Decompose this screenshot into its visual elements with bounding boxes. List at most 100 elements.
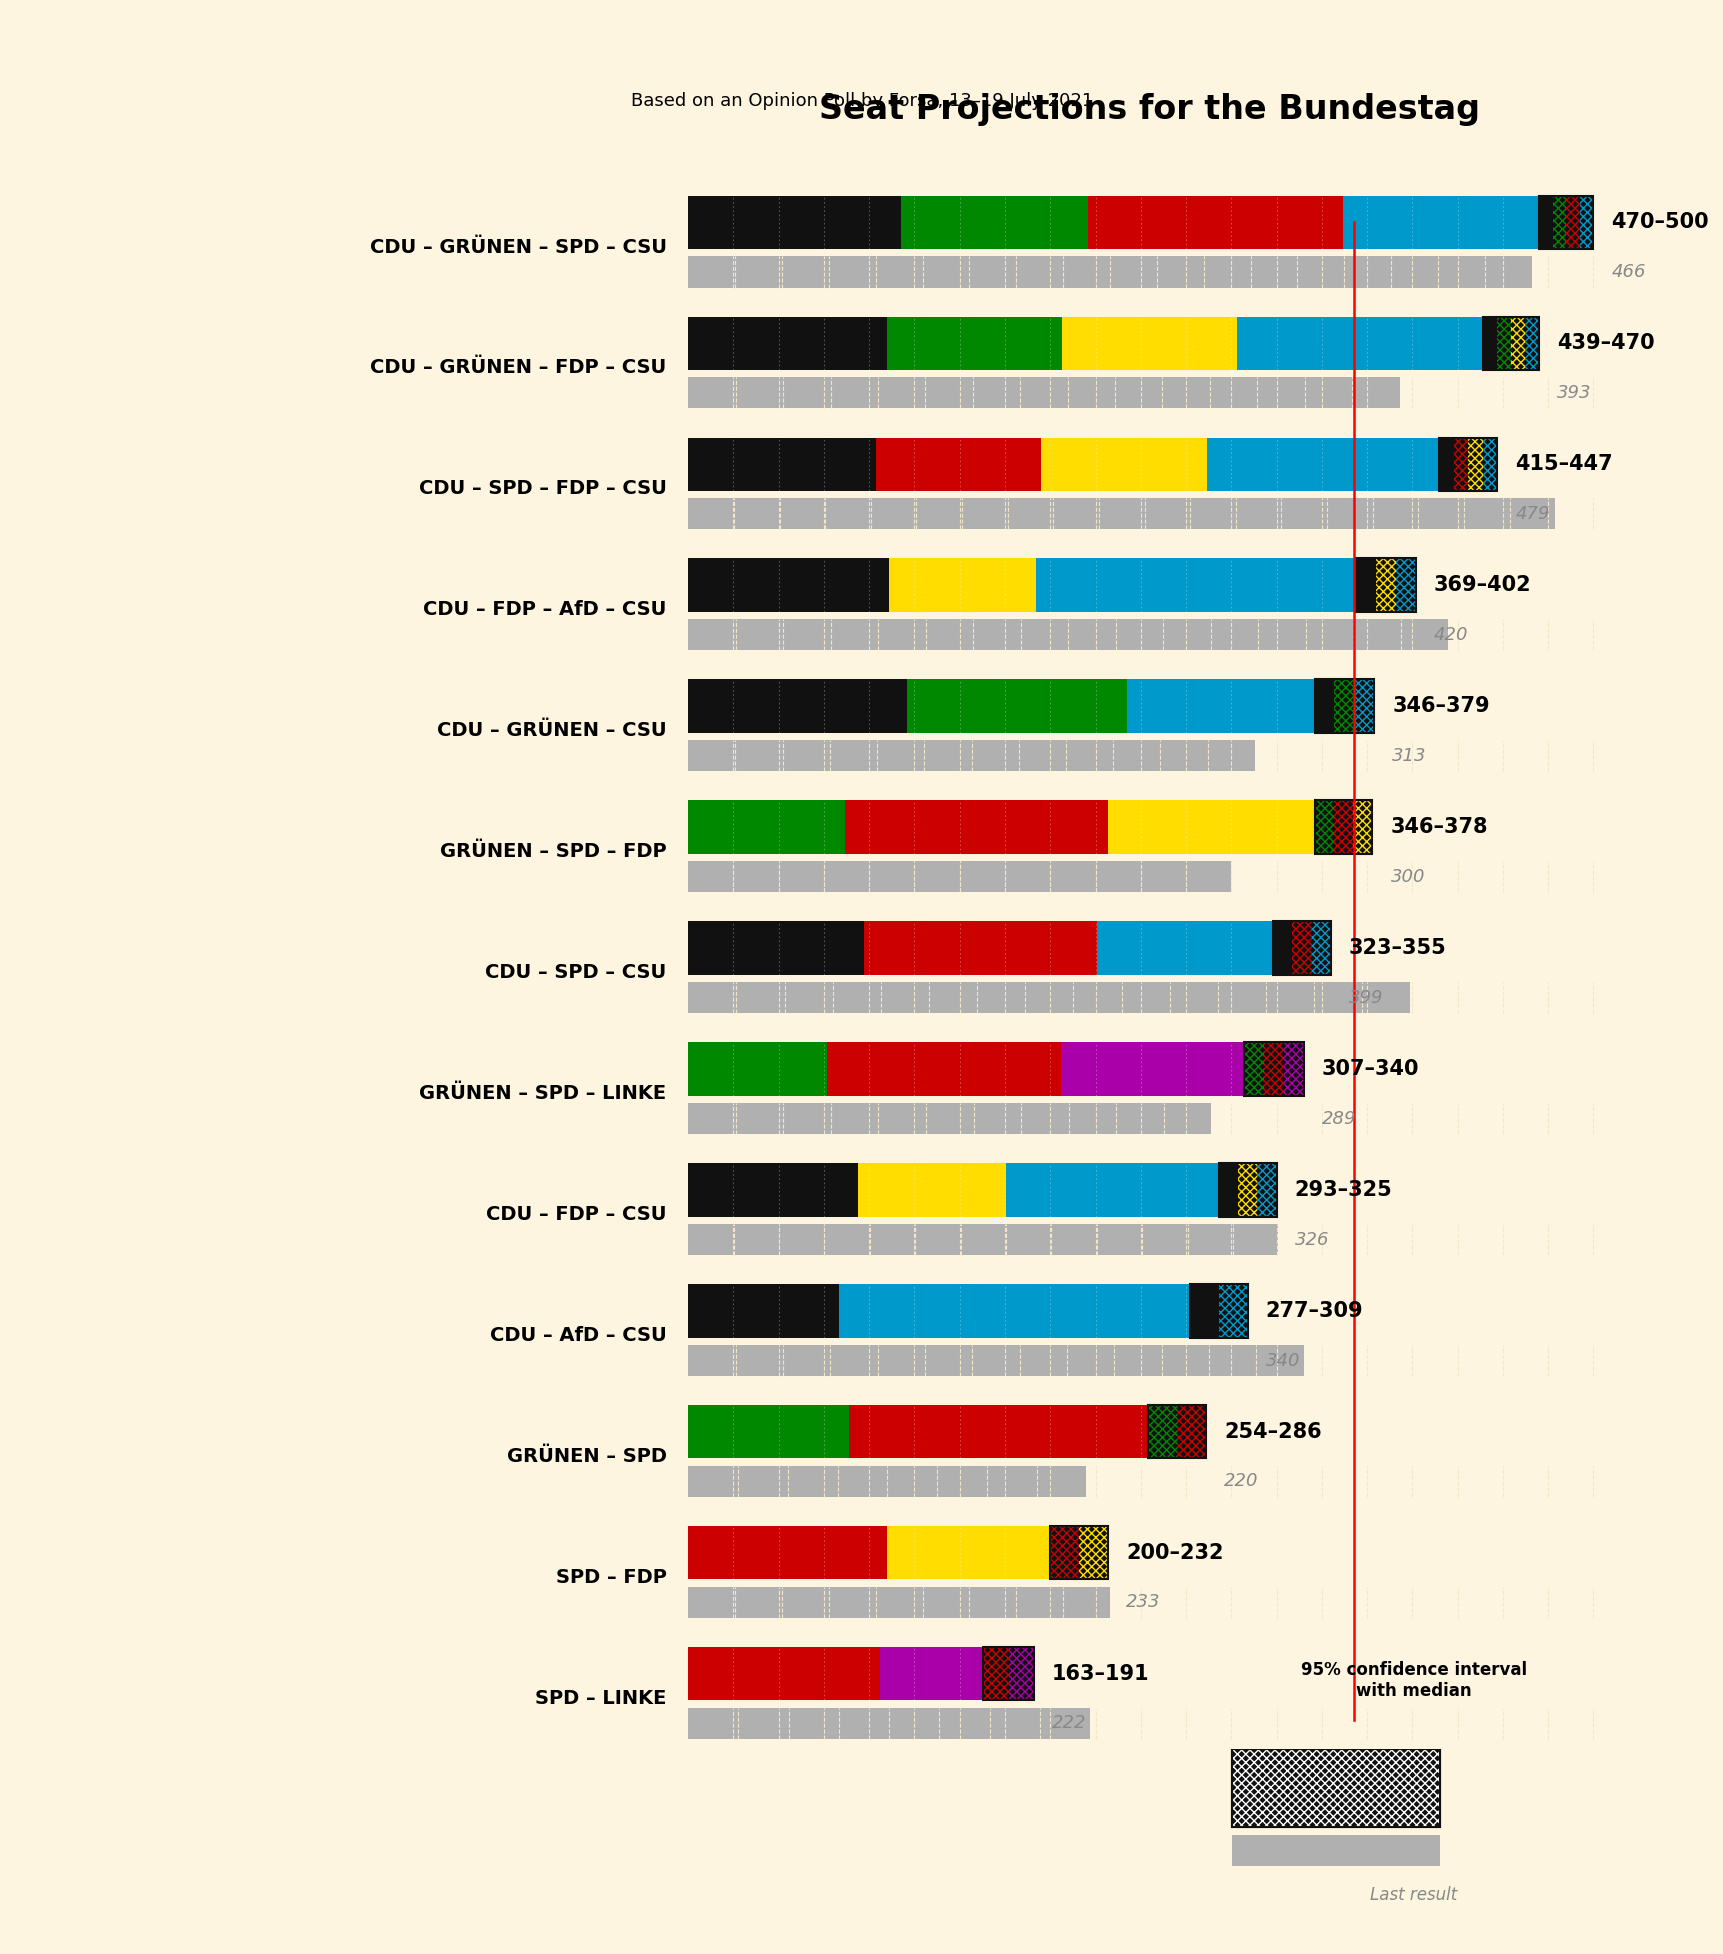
Bar bbox=[1539, 195, 1592, 248]
Bar bbox=[1218, 1284, 1247, 1338]
Bar bbox=[1313, 801, 1372, 854]
Bar bbox=[1036, 559, 1203, 612]
Bar bbox=[1354, 680, 1373, 733]
Bar bbox=[1206, 438, 1439, 490]
Bar bbox=[837, 1284, 1189, 1338]
Text: CDU – FDP – AfD – CSU: CDU – FDP – AfD – CSU bbox=[422, 600, 667, 619]
Bar bbox=[687, 862, 1230, 893]
Text: GRÜNEN – SPD – FDP: GRÜNEN – SPD – FDP bbox=[439, 842, 667, 862]
Bar bbox=[982, 1647, 1034, 1700]
Bar bbox=[1439, 438, 1452, 490]
Bar bbox=[1509, 317, 1525, 369]
Bar bbox=[1006, 1163, 1218, 1217]
Text: 220: 220 bbox=[1223, 1473, 1258, 1491]
Bar bbox=[687, 1587, 1110, 1618]
Bar bbox=[1060, 1041, 1244, 1096]
Bar bbox=[1496, 317, 1509, 369]
Bar bbox=[875, 438, 1041, 490]
Text: CDU – GRÜNEN – FDP – CSU: CDU – GRÜNEN – FDP – CSU bbox=[370, 358, 667, 377]
Text: 313: 313 bbox=[1392, 746, 1427, 764]
Text: SPD – FDP: SPD – FDP bbox=[555, 1569, 667, 1587]
Bar bbox=[687, 1466, 1085, 1497]
Bar bbox=[1334, 680, 1354, 733]
Text: 326: 326 bbox=[1294, 1231, 1328, 1249]
Bar bbox=[687, 619, 1447, 651]
Bar bbox=[1244, 1041, 1303, 1096]
Bar bbox=[1049, 1526, 1108, 1579]
Text: GRÜNEN – SPD: GRÜNEN – SPD bbox=[507, 1448, 667, 1466]
Text: 369–402: 369–402 bbox=[1434, 574, 1530, 596]
Bar bbox=[1235, 317, 1482, 369]
Text: 466: 466 bbox=[1611, 262, 1645, 281]
Bar bbox=[1482, 317, 1496, 369]
Text: CDU – AfD – CSU: CDU – AfD – CSU bbox=[489, 1327, 667, 1344]
Bar bbox=[1313, 801, 1334, 854]
Bar bbox=[886, 317, 1061, 369]
Bar bbox=[982, 1647, 1034, 1700]
Text: 222: 222 bbox=[1051, 1714, 1085, 1733]
Bar bbox=[1177, 1405, 1204, 1458]
Bar bbox=[1189, 1284, 1218, 1338]
Bar bbox=[827, 1041, 1060, 1096]
Bar bbox=[687, 1405, 849, 1458]
Bar bbox=[1230, 1749, 1335, 1827]
Bar bbox=[687, 680, 906, 733]
Text: 254–286: 254–286 bbox=[1223, 1423, 1322, 1442]
Bar bbox=[844, 801, 1108, 854]
Bar bbox=[1244, 1041, 1303, 1096]
Text: 163–191: 163–191 bbox=[1051, 1663, 1149, 1684]
Bar bbox=[1230, 1835, 1439, 1866]
Bar bbox=[1564, 195, 1578, 248]
Text: CDU – GRÜNEN – CSU: CDU – GRÜNEN – CSU bbox=[436, 721, 667, 741]
Bar bbox=[1311, 922, 1330, 975]
Bar bbox=[1256, 1163, 1275, 1217]
Bar bbox=[1468, 438, 1482, 490]
Text: 346–378: 346–378 bbox=[1390, 817, 1487, 836]
Bar bbox=[1313, 680, 1373, 733]
Title: Seat Projections for the Bundestag: Seat Projections for the Bundestag bbox=[818, 94, 1480, 127]
Text: 470–500: 470–500 bbox=[1611, 213, 1707, 233]
Bar bbox=[687, 317, 886, 369]
Bar bbox=[1008, 1647, 1034, 1700]
Text: CDU – SPD – FDP – CSU: CDU – SPD – FDP – CSU bbox=[419, 479, 667, 498]
Bar bbox=[1335, 1749, 1439, 1827]
Bar bbox=[687, 1163, 858, 1217]
Bar bbox=[1539, 195, 1552, 248]
Bar bbox=[1356, 559, 1415, 612]
Bar bbox=[687, 559, 887, 612]
Bar bbox=[879, 1647, 982, 1700]
Bar bbox=[1525, 317, 1539, 369]
Bar bbox=[687, 1041, 827, 1096]
Bar bbox=[1272, 922, 1292, 975]
Text: 307–340: 307–340 bbox=[1322, 1059, 1418, 1079]
Bar bbox=[1148, 1405, 1204, 1458]
Text: 479: 479 bbox=[1515, 504, 1549, 524]
Bar bbox=[1061, 317, 1235, 369]
Bar bbox=[1539, 195, 1592, 248]
Text: CDU – GRÜNEN – SPD – CSU: CDU – GRÜNEN – SPD – CSU bbox=[369, 238, 667, 256]
Bar bbox=[1189, 1284, 1247, 1338]
Bar bbox=[858, 1163, 1006, 1217]
Bar bbox=[1482, 438, 1497, 490]
Bar bbox=[1578, 195, 1592, 248]
Text: 293–325: 293–325 bbox=[1294, 1180, 1392, 1200]
Bar bbox=[687, 1526, 887, 1579]
Text: 323–355: 323–355 bbox=[1347, 938, 1446, 957]
Bar bbox=[687, 377, 1399, 408]
Bar bbox=[687, 1223, 1277, 1254]
Bar bbox=[1079, 1526, 1108, 1579]
Text: SPD – LINKE: SPD – LINKE bbox=[534, 1688, 667, 1708]
Text: 340: 340 bbox=[1265, 1352, 1299, 1370]
Bar bbox=[1127, 680, 1313, 733]
Bar bbox=[1087, 195, 1342, 248]
Bar bbox=[1292, 922, 1311, 975]
Text: CDU – FDP – CSU: CDU – FDP – CSU bbox=[486, 1206, 667, 1225]
Text: GRÜNEN – SPD – LINKE: GRÜNEN – SPD – LINKE bbox=[419, 1084, 667, 1104]
Bar bbox=[1049, 1526, 1079, 1579]
Bar bbox=[687, 1102, 1211, 1135]
Bar bbox=[687, 498, 1554, 530]
Bar bbox=[1482, 317, 1539, 369]
Bar bbox=[887, 559, 1036, 612]
Bar bbox=[863, 922, 1098, 975]
Bar bbox=[1237, 1163, 1256, 1217]
